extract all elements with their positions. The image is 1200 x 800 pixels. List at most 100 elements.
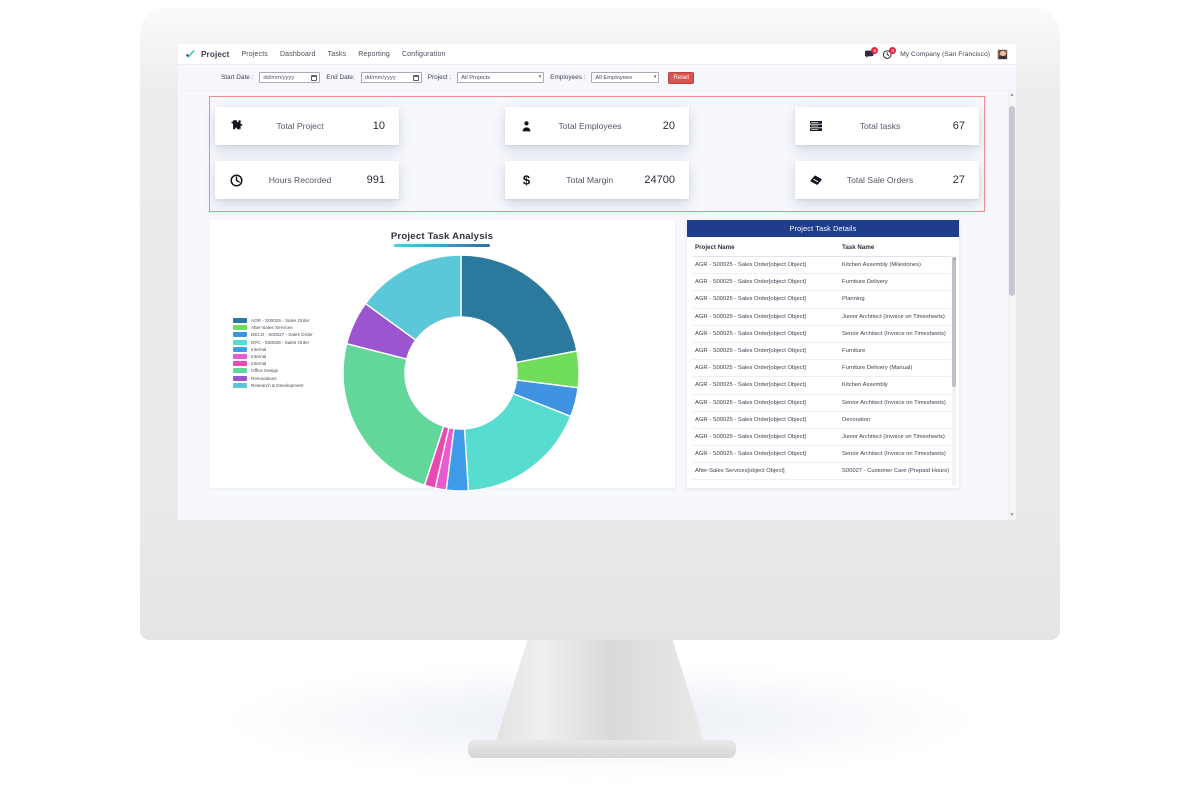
legend-item[interactable]: Internal: [233, 361, 313, 367]
start-date-label: Start Date :: [221, 74, 254, 81]
legend-label: Internal: [251, 361, 267, 367]
legend-item[interactable]: After-Sales Services: [233, 325, 313, 331]
messages-badge: 4: [871, 46, 879, 54]
legend-swatch: [233, 382, 247, 388]
nav-link-projects[interactable]: Projects: [241, 50, 268, 58]
column-header-task-name[interactable]: Task Name: [840, 239, 951, 257]
nav-link-reporting[interactable]: Reporting: [358, 50, 390, 58]
user-avatar[interactable]: [997, 48, 1008, 60]
kpi-label: Total Margin: [566, 175, 614, 185]
table-scroll-area[interactable]: Project Name Task Name AGR - S00025 - Sa…: [687, 237, 959, 488]
kpi-label: Total Sale Orders: [846, 175, 914, 185]
table-row[interactable]: After-Sales Services[object Object] S0002…: [693, 462, 951, 481]
employees-select[interactable]: All Employees ▾: [591, 72, 660, 83]
scroll-down-icon[interactable]: ▼: [1009, 512, 1015, 518]
table-row[interactable]: AGR - S00025 - Sales Order[object Object…: [693, 256, 951, 275]
column-header-project-name[interactable]: Project Name: [693, 239, 841, 257]
cell-task-name: Kitchen Assembly: [840, 376, 951, 395]
employees-select-value: All Employees: [595, 74, 633, 81]
donut-slice[interactable]: [460, 254, 578, 364]
table-row[interactable]: AGR - S00025 - Sales Order[object Object…: [693, 308, 951, 326]
calendar-icon[interactable]: [311, 74, 318, 81]
cell-task-name: Planning: [840, 290, 951, 309]
kpi-label: Total Project: [276, 121, 324, 131]
cell-task-name: Senior Architect (Invoice on Timesheets): [840, 325, 951, 343]
table-scrollbar-thumb[interactable]: [952, 257, 956, 387]
end-date-input[interactable]: dd/mm/yyyy: [360, 72, 422, 83]
table-row[interactable]: AGR - S00025 - Sales Order[object Object…: [693, 273, 951, 292]
table-row[interactable]: AGR - S00025 - Sales Order[object Object…: [693, 342, 951, 361]
table-row[interactable]: AGR - S00025 - Sales Order[object Object…: [693, 394, 951, 412]
table-row[interactable]: AGR - S00025 - Sales Order[object Object…: [693, 359, 951, 378]
donut-chart-svg[interactable]: [331, 248, 591, 498]
table-title: Project Task Details: [687, 220, 959, 237]
project-select[interactable]: All Projects ▾: [457, 72, 545, 83]
legend-item[interactable]: DECO - S00027 - Sales Order: [233, 332, 313, 338]
donut-slice[interactable]: [342, 342, 445, 487]
calendar-icon[interactable]: [412, 74, 419, 81]
brand-name: Project: [201, 49, 230, 59]
lower-section: Project Task Analysis AGR - S00025 - Sal…: [178, 212, 1016, 492]
kpi-card-total-margin[interactable]: $ Total Margin 24700: [505, 161, 689, 199]
cell-project-name: AGR - S00025 - Sales Order[object Object…: [693, 290, 841, 309]
project-select-value: All Projects: [461, 74, 491, 81]
donut-slice[interactable]: [364, 254, 462, 342]
nav-link-tasks[interactable]: Tasks: [327, 50, 347, 58]
table-row[interactable]: AGR - S00025 - Sales Order[object Object…: [693, 325, 951, 343]
legend-item[interactable]: DPC - S00026 - Sales Order: [233, 339, 313, 345]
start-date-input[interactable]: dd/mm/yyyy: [259, 72, 321, 83]
kpi-card-hours-recorded[interactable]: Hours Recorded 991: [215, 161, 399, 199]
checkmark-logo-icon: [185, 49, 196, 60]
legend-swatch: [233, 318, 247, 323]
legend-swatch: [233, 368, 247, 374]
legend-item[interactable]: Internal: [233, 353, 313, 359]
kpi-card-total-sale-orders[interactable]: Total Sale Orders 27: [795, 161, 979, 199]
table-row[interactable]: AGR - S00025 - Sales Order[object Object…: [693, 428, 951, 447]
company-name[interactable]: My Company (San Francisco): [900, 50, 990, 58]
cell-project-name: AGR - S00025 - Sales Order[object Object…: [693, 376, 841, 395]
scroll-up-icon[interactable]: ▲: [1009, 92, 1015, 98]
start-date-value: dd/mm/yyyy: [263, 74, 295, 81]
kpi-card-total-tasks[interactable]: Total tasks 67: [795, 107, 979, 145]
cell-task-name: Junior Architect (Invoice on Timesheets): [840, 308, 951, 326]
monitor-base: [468, 740, 736, 758]
cell-project-name: AGR - S00025 - Sales Order[object Object…: [693, 411, 841, 429]
table-row[interactable]: AGR - S00025 - Sales Order[object Object…: [693, 411, 951, 429]
page-scrollbar-track[interactable]: ▲ ▼: [1008, 91, 1016, 520]
cell-task-name: Furniture Delivery (Manual): [840, 359, 951, 378]
page-scrollbar-thumb[interactable]: [1009, 106, 1015, 296]
nav-link-dashboard[interactable]: Dashboard: [279, 50, 316, 58]
legend-label: Renovations: [251, 375, 277, 381]
reset-button[interactable]: Reset: [668, 71, 695, 84]
legend-label: DECO - S00027 - Sales Order: [251, 332, 313, 338]
legend-item[interactable]: Research & Development: [233, 382, 313, 388]
table-row[interactable]: AGR - S00025 - Sales Order[object Object…: [693, 376, 951, 395]
chart-title: Project Task Analysis: [390, 231, 494, 242]
screen-content: Project Projects Dashboard Tasks Reporti…: [178, 44, 1016, 520]
cell-task-name: Decoration: [840, 411, 951, 429]
kpi-value: 10: [372, 120, 385, 132]
kpi-card-total-project[interactable]: Total Project 10: [215, 107, 399, 145]
table-row[interactable]: AGR - S00025 - Sales Order[object Object…: [693, 445, 951, 464]
legend-item[interactable]: AGR - S00025 - Sales Order: [233, 318, 313, 323]
legend-swatch: [233, 339, 247, 345]
kpi-row-2: Hours Recorded 991 $ Total Margin 24700: [214, 161, 980, 199]
cell-task-name: S00027 - Customer Care (Prepaid Hours): [840, 462, 951, 481]
legend-item[interactable]: Internal: [233, 346, 313, 352]
legend-item[interactable]: Office Design: [233, 368, 313, 374]
clock-activity-icon[interactable]: 3: [882, 46, 897, 60]
scroll-up-icon[interactable]: ▲: [952, 256, 957, 261]
legend-label: Internal: [251, 346, 267, 352]
nav-link-configuration[interactable]: Configuration: [401, 50, 446, 58]
table-row[interactable]: AGR - S00025 - Sales Order[object Object…: [693, 290, 951, 309]
monitor-neck: [495, 636, 705, 744]
brand[interactable]: Project: [185, 49, 229, 60]
legend-item[interactable]: Renovations: [233, 375, 313, 381]
chevron-down-icon: ▾: [653, 74, 657, 80]
kpi-row-1: Total Project 10 Total Employees 20: [214, 107, 980, 145]
puzzle-piece-icon: [227, 119, 245, 133]
kpi-label: Hours Recorded: [268, 175, 332, 185]
chat-bubble-icon[interactable]: 4: [864, 46, 879, 60]
kpi-card-total-employees[interactable]: Total Employees 20: [505, 107, 689, 145]
title-underline: [394, 244, 490, 247]
